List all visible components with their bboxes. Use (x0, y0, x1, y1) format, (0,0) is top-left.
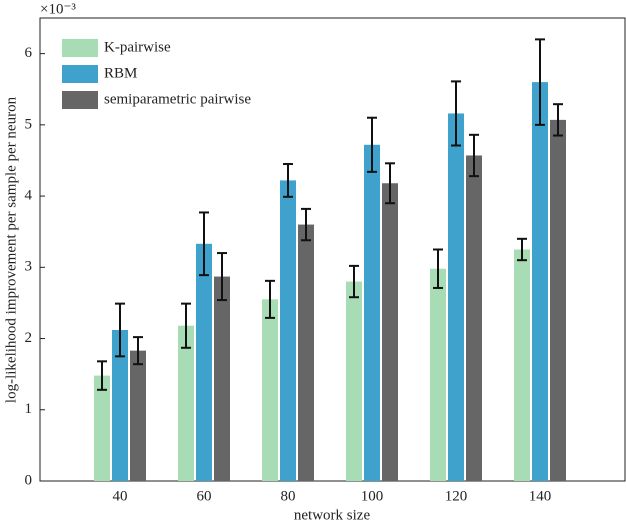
bar (532, 82, 548, 481)
y-multiplier: ×10⁻³ (40, 1, 76, 17)
bar (178, 325, 194, 481)
error-bar (133, 336, 143, 366)
bar (298, 224, 314, 482)
error-bar (115, 302, 125, 358)
legend-swatch (62, 65, 98, 83)
error-bar (181, 302, 191, 349)
legend-swatch (62, 39, 98, 57)
legend-swatch (62, 91, 98, 109)
y-tick-label: 2 (25, 330, 33, 346)
bar (346, 281, 362, 481)
bar (382, 183, 398, 482)
error-bar (451, 80, 461, 147)
bar (514, 249, 530, 481)
legend-label: K-pairwise (104, 39, 171, 55)
error-bar (517, 237, 527, 262)
error-bar (265, 279, 275, 319)
y-tick-label: 5 (25, 116, 33, 132)
bar (280, 180, 296, 481)
legend-label: semiparametric pairwise (104, 91, 251, 107)
y-tick-label: 6 (25, 45, 33, 61)
legend-label: RBM (104, 65, 137, 81)
error-bar (283, 163, 293, 198)
error-bar (349, 264, 359, 299)
y-axis-label: log-likelihood improvement per sample pe… (3, 96, 19, 403)
error-bar (97, 360, 107, 391)
x-tick-label: 100 (361, 488, 384, 504)
bar (448, 113, 464, 482)
bar (130, 350, 146, 481)
y-tick-label: 4 (25, 188, 33, 204)
y-tick-label: 0 (25, 472, 33, 488)
error-bar (535, 38, 545, 126)
error-bar (199, 211, 209, 277)
bar (214, 276, 230, 481)
bar (262, 299, 278, 481)
x-tick-label: 140 (529, 488, 552, 504)
x-axis-label: network size (294, 507, 371, 523)
plot-frame (39, 17, 626, 482)
error-bar (433, 248, 443, 289)
error-bar (469, 133, 479, 178)
x-tick-label: 60 (197, 488, 212, 504)
bar (466, 155, 482, 481)
x-tick-label: 40 (113, 488, 128, 504)
bar (112, 329, 128, 481)
error-bar (301, 207, 311, 242)
error-bar (217, 252, 227, 302)
y-tick-label: 1 (25, 401, 33, 417)
error-bar (367, 116, 377, 173)
x-tick-label: 120 (445, 488, 468, 504)
y-tick-label: 3 (25, 259, 33, 275)
x-tick-label: 80 (281, 488, 296, 504)
bar (430, 268, 446, 481)
bar (364, 144, 380, 481)
bar (196, 243, 212, 481)
bar (94, 375, 110, 481)
bar (550, 119, 566, 482)
error-bar (385, 162, 395, 205)
error-bar (553, 103, 563, 137)
